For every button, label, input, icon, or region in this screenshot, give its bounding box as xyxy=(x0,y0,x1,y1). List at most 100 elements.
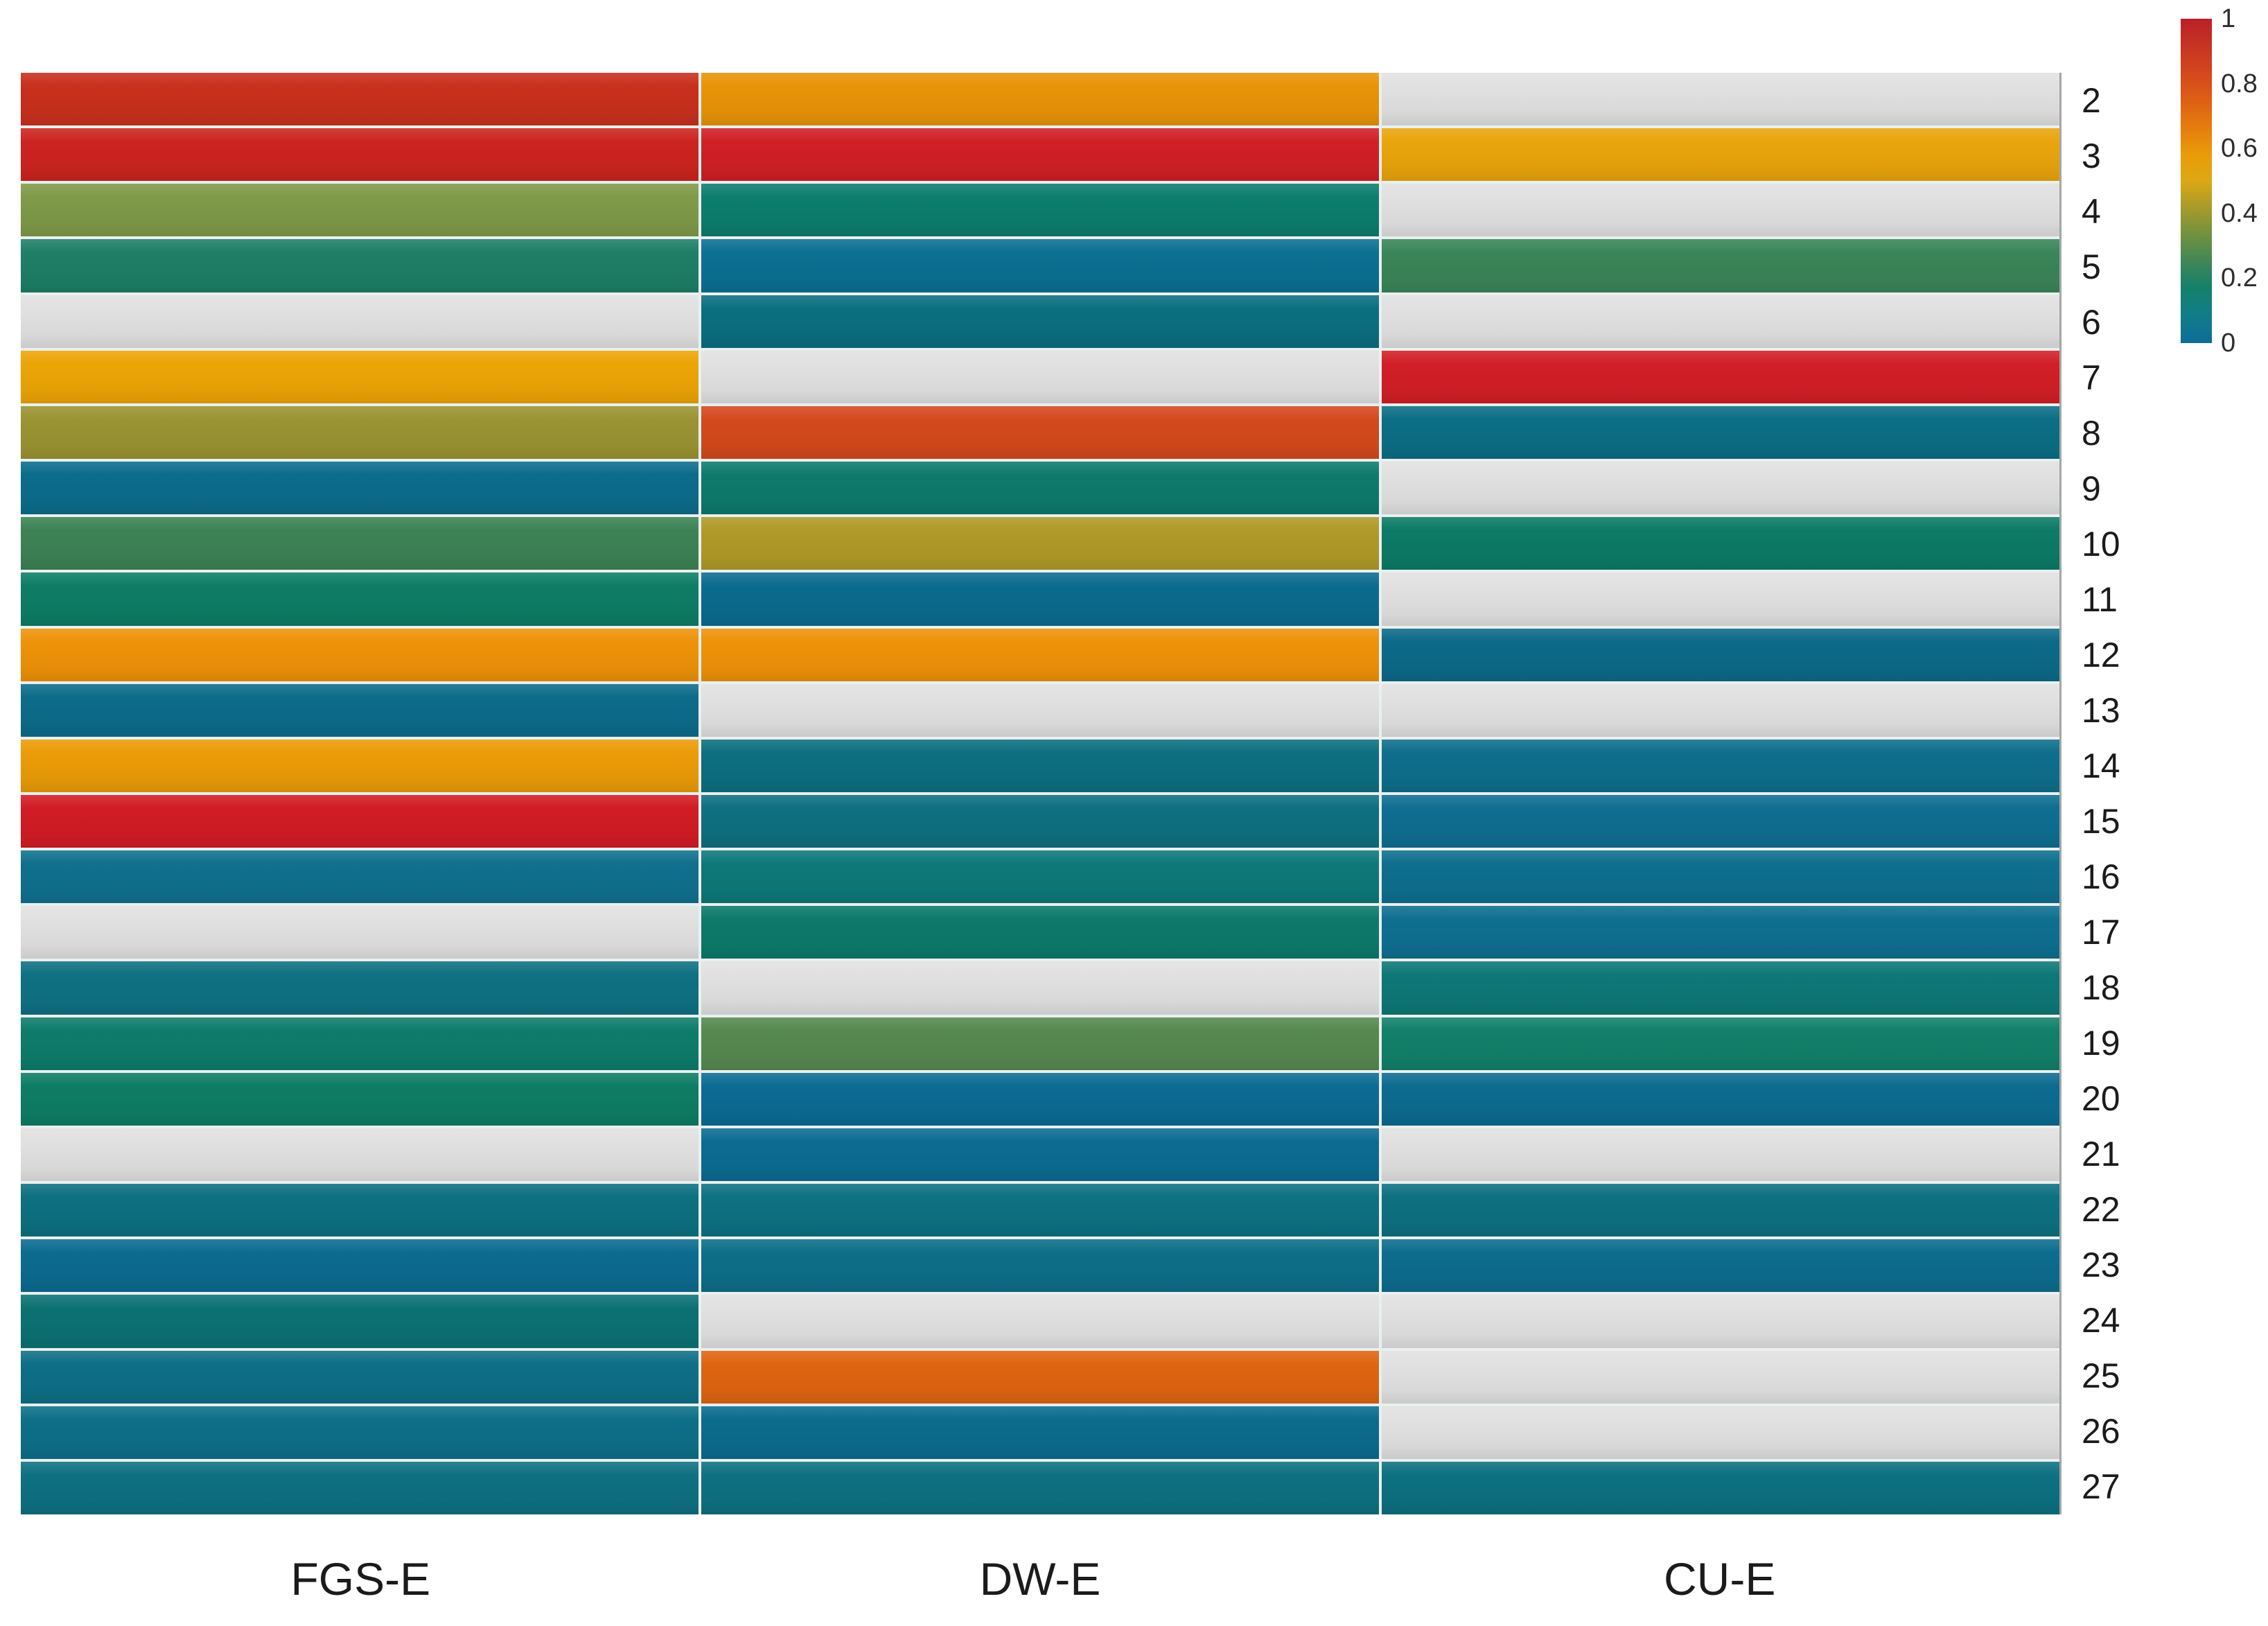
heatmap-cell xyxy=(701,572,1379,626)
row-axis-label: 22 xyxy=(2082,1190,2120,1229)
heatmap-cell xyxy=(21,350,698,403)
row-axis-label: 8 xyxy=(2082,414,2101,453)
colorbar-gradient xyxy=(2181,19,2212,343)
row-axis-labels: 2 3 4 5 6 7 8 9 10 11 12 13 14 15 16 17 18 19 20 21 22 23 24 25… xyxy=(2082,73,2179,1514)
row-axis-label: 13 xyxy=(2082,691,2120,730)
heatmap-cell xyxy=(701,239,1379,292)
heatmap-cell xyxy=(701,739,1379,792)
heatmap-cell xyxy=(1382,906,2059,959)
heatmap-cell xyxy=(1382,850,2059,904)
heatmap-grid xyxy=(21,73,2062,1514)
heatmap-cell xyxy=(701,295,1379,348)
heatmap-cell xyxy=(701,1072,1379,1126)
colorbar-tick-label: 0 xyxy=(2221,329,2236,358)
heatmap-cell xyxy=(701,795,1379,848)
heatmap-cell xyxy=(1382,517,2059,570)
heatmap-cell xyxy=(21,295,698,348)
heatmap-cell xyxy=(1382,184,2059,237)
heatmap-cell xyxy=(701,73,1379,126)
colorbar-tick-label: 0.4 xyxy=(2221,198,2258,228)
row-axis-label: 25 xyxy=(2082,1356,2120,1395)
row-axis-label: 2 xyxy=(2082,81,2101,120)
row-axis-label: 20 xyxy=(2082,1079,2120,1118)
heatmap-cell xyxy=(1382,1239,2059,1293)
heatmap-cell xyxy=(1382,1072,2059,1126)
heatmap-cell xyxy=(21,739,698,792)
heatmap-cell xyxy=(701,1239,1379,1293)
row-axis-label: 3 xyxy=(2082,137,2101,175)
heatmap-cell xyxy=(701,184,1379,237)
row-axis-label: 27 xyxy=(2082,1467,2120,1506)
row-axis-label: 17 xyxy=(2082,913,2120,952)
heatmap-cell xyxy=(21,850,698,904)
heatmap-cell xyxy=(21,1017,698,1070)
row-axis-label: 23 xyxy=(2082,1245,2120,1284)
heatmap-cell xyxy=(701,683,1379,737)
heatmap-cell xyxy=(1382,572,2059,626)
row-axis-label: 7 xyxy=(2082,358,2101,397)
heatmap-cell xyxy=(701,1406,1379,1459)
heatmap-cell xyxy=(1382,1461,2059,1514)
heatmap-cell xyxy=(21,1295,698,1348)
heatmap-cell xyxy=(21,239,698,292)
heatmap-cell xyxy=(21,1406,698,1459)
heatmap-cell xyxy=(1382,1350,2059,1404)
row-axis-label: 9 xyxy=(2082,469,2101,508)
row-axis-label: 12 xyxy=(2082,636,2120,674)
heatmap-cell xyxy=(1382,295,2059,348)
heatmap-cell xyxy=(21,683,698,737)
heatmap-cell xyxy=(21,184,698,237)
heatmap-cell xyxy=(701,405,1379,460)
colorbar-tick-label: 0.8 xyxy=(2221,69,2258,98)
heatmap-cell xyxy=(1382,961,2059,1015)
heatmap-cell xyxy=(21,961,698,1015)
row-axis-label: 18 xyxy=(2082,968,2120,1007)
heatmap-cell xyxy=(21,795,698,848)
row-axis-label: 6 xyxy=(2082,303,2101,342)
heatmap-cell xyxy=(21,1239,698,1293)
heatmap-cell xyxy=(21,572,698,626)
heatmap-cell xyxy=(701,517,1379,570)
heatmap-cell xyxy=(701,462,1379,515)
heatmap-cell xyxy=(1382,350,2059,403)
row-axis-label: 26 xyxy=(2082,1412,2120,1451)
colorbar-tick-label: 0.2 xyxy=(2221,263,2258,293)
heatmap-cell xyxy=(1382,1295,2059,1348)
heatmap-cell xyxy=(1382,73,2059,126)
row-axis-label: 15 xyxy=(2082,802,2120,841)
heatmap-cell xyxy=(21,1350,698,1404)
row-axis-label: 4 xyxy=(2082,192,2101,231)
row-axis-label: 10 xyxy=(2082,525,2120,563)
heatmap-cell xyxy=(1382,1184,2059,1237)
heatmap-cell xyxy=(701,1461,1379,1514)
heatmap-cell xyxy=(701,1128,1379,1182)
row-axis-label: 24 xyxy=(2082,1301,2120,1340)
heatmap-cell xyxy=(1382,739,2059,792)
heatmap-cell xyxy=(701,1184,1379,1237)
heatmap-cell xyxy=(1382,628,2059,681)
heatmap-cell xyxy=(701,850,1379,904)
heatmap-cell xyxy=(1382,683,2059,737)
row-axis-label: 19 xyxy=(2082,1024,2120,1063)
heatmap-cell xyxy=(1382,1406,2059,1459)
heatmap-cell xyxy=(701,350,1379,403)
row-axis-label: 14 xyxy=(2082,746,2120,785)
heatmap-cell xyxy=(21,906,698,959)
heatmap-cell xyxy=(701,628,1379,681)
heatmap-cell xyxy=(21,1072,698,1126)
heatmap-cell xyxy=(701,906,1379,959)
heatmap-cell xyxy=(21,1184,698,1237)
heatmap-cell xyxy=(1382,462,2059,515)
heatmap-cell xyxy=(21,517,698,570)
row-axis-label: 5 xyxy=(2082,247,2101,286)
heatmap-cell xyxy=(21,405,698,460)
heatmap-cell xyxy=(21,1461,698,1514)
row-axis-label: 16 xyxy=(2082,857,2120,896)
colorbar-tick-label: 0.6 xyxy=(2221,134,2258,164)
heatmap-cell xyxy=(701,1350,1379,1404)
heatmap-cell xyxy=(1382,795,2059,848)
heatmap-cell xyxy=(701,961,1379,1015)
heatmap-cell xyxy=(21,128,698,182)
heatmap-cell xyxy=(1382,1128,2059,1182)
